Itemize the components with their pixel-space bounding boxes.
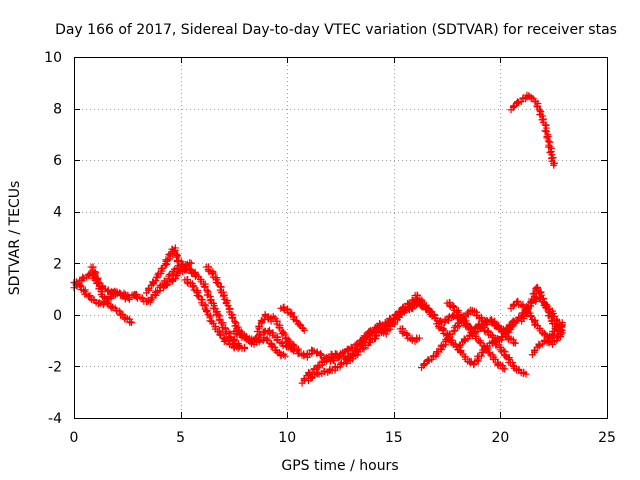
data-point xyxy=(376,319,384,327)
data-point xyxy=(117,291,125,299)
x-tick-label: 15 xyxy=(385,430,403,446)
data-point xyxy=(161,261,169,269)
data-point xyxy=(542,128,550,136)
data-point xyxy=(243,332,251,340)
x-axis-label: GPS time / hours xyxy=(281,458,398,474)
x-tick-label: 20 xyxy=(491,430,509,446)
data-point xyxy=(152,277,160,285)
y-tick-label: -2 xyxy=(48,359,62,375)
data-point xyxy=(154,271,162,279)
data-point xyxy=(128,319,136,327)
data-point xyxy=(235,330,243,338)
data-point xyxy=(496,324,504,332)
y-tick-label: 2 xyxy=(53,256,62,272)
data-point xyxy=(558,326,566,334)
data-point xyxy=(241,344,249,352)
data-point xyxy=(522,370,530,378)
data-point xyxy=(501,365,509,373)
data-point xyxy=(226,334,234,342)
y-tick-label: 8 xyxy=(53,102,62,118)
x-tick-label: 0 xyxy=(70,430,79,446)
data-point xyxy=(477,352,485,360)
data-point xyxy=(234,344,242,352)
data-point xyxy=(200,282,208,290)
data-point xyxy=(194,292,202,300)
x-tick-label: 10 xyxy=(278,430,296,446)
data-point xyxy=(444,314,452,322)
data-points xyxy=(70,91,566,387)
data-point xyxy=(533,284,541,292)
data-point xyxy=(233,343,241,351)
data-point xyxy=(454,323,462,331)
data-point xyxy=(441,315,449,323)
y-tick-label: 6 xyxy=(53,153,62,169)
data-point xyxy=(202,308,210,316)
data-point xyxy=(359,344,367,352)
y-tick-label: 4 xyxy=(53,205,62,221)
data-point xyxy=(300,326,308,334)
data-point xyxy=(183,278,191,286)
x-tick-labels: 0 5 10 15 20 25 xyxy=(70,430,616,446)
data-point xyxy=(470,361,478,369)
plot-frame xyxy=(74,57,608,419)
data-point xyxy=(533,102,541,110)
data-point xyxy=(480,345,488,353)
data-point xyxy=(202,302,210,310)
data-point xyxy=(281,352,289,360)
data-point xyxy=(348,352,356,360)
data-point xyxy=(124,294,132,302)
data-point xyxy=(541,127,549,135)
data-point xyxy=(186,259,194,267)
data-point xyxy=(189,283,197,291)
data-point xyxy=(163,260,171,268)
x-tick-label: 25 xyxy=(598,430,616,446)
data-point xyxy=(501,352,509,360)
data-point xyxy=(267,343,275,351)
data-point xyxy=(511,339,519,347)
data-point xyxy=(113,306,121,314)
chart-title: Day 166 of 2017, Sidereal Day-to-day VTE… xyxy=(55,22,617,38)
y-tick-label: -4 xyxy=(48,411,62,427)
data-point xyxy=(541,303,549,311)
data-point xyxy=(550,161,558,169)
y-tick-labels: -4 -2 0 2 4 6 8 10 xyxy=(44,50,62,427)
data-point xyxy=(415,334,423,342)
data-point xyxy=(543,134,551,142)
data-point xyxy=(168,275,176,283)
y-tick-label: 10 xyxy=(44,50,62,66)
data-point xyxy=(228,313,236,321)
data-point xyxy=(280,350,288,358)
data-point xyxy=(225,329,233,337)
data-point xyxy=(313,369,321,377)
data-point xyxy=(213,279,221,287)
y-axis-label: SDTVAR / TECUs xyxy=(7,181,23,296)
data-point xyxy=(187,259,195,267)
axis-ticks xyxy=(74,57,608,419)
data-point xyxy=(208,270,216,278)
data-point xyxy=(500,347,508,355)
y-tick-label: 0 xyxy=(53,308,62,324)
data-point xyxy=(226,340,234,348)
data-point xyxy=(275,323,283,331)
data-point xyxy=(219,292,227,300)
data-point xyxy=(125,295,133,303)
x-tick-label: 5 xyxy=(176,430,185,446)
